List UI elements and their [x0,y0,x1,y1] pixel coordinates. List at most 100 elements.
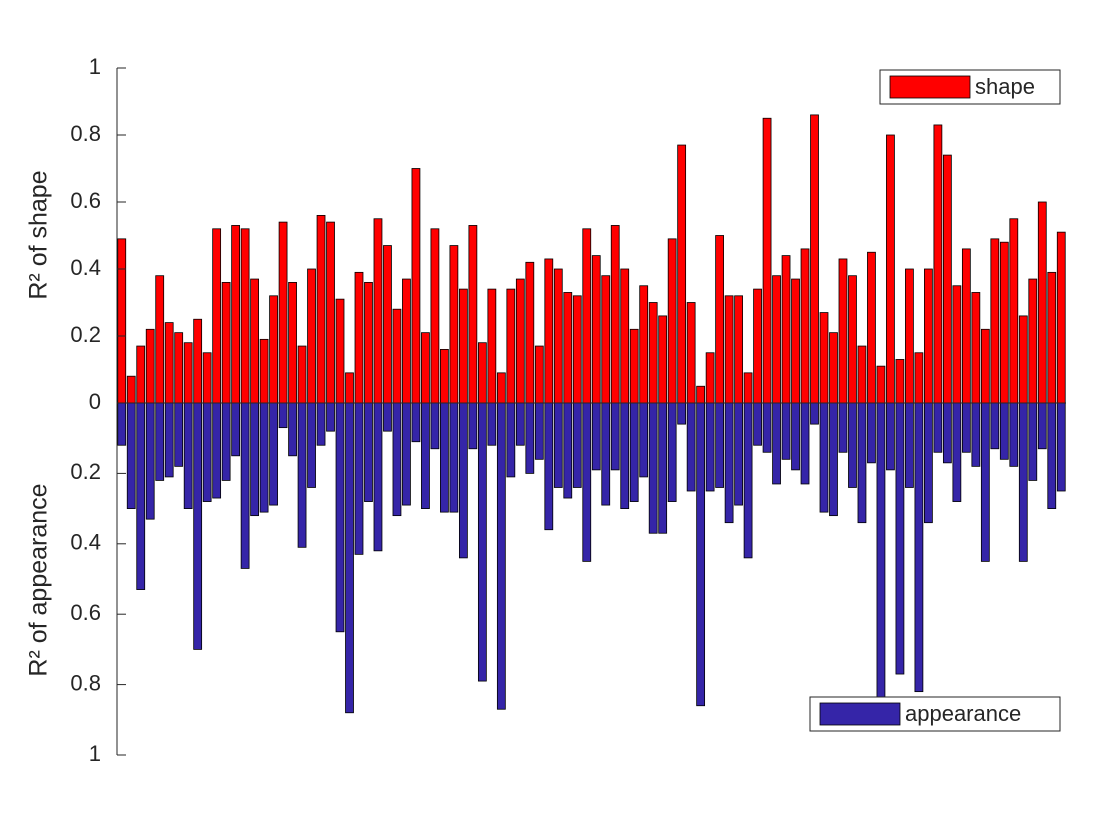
bar [620,402,630,509]
bar [126,402,136,509]
bar [506,288,516,404]
bar [677,144,687,404]
bar [307,402,316,488]
bar [212,402,222,499]
bar [458,288,468,404]
bar [392,402,402,517]
bar [231,402,241,457]
bar [259,402,269,513]
bar [971,292,981,404]
bar [886,134,895,404]
bar [876,365,886,404]
bar [487,402,497,446]
bar [335,298,345,404]
bar [734,295,743,404]
bar [961,402,971,453]
bar [572,295,582,404]
bar [202,352,212,404]
bar [525,402,535,474]
bar [430,228,440,404]
bar [373,218,383,404]
y-tick-label: 0.6 [70,188,101,213]
bar [867,251,876,404]
bar [705,352,715,404]
bar [1056,231,1066,404]
bar [772,402,781,485]
legend-swatch [889,75,971,99]
bar [364,281,373,404]
bar [639,285,649,404]
bar [278,221,288,404]
bar [449,245,459,404]
bar [250,278,259,404]
bar [639,402,649,478]
bar [326,221,335,404]
bar [724,402,734,524]
bar [155,275,165,404]
bar [781,402,791,460]
bar [553,268,563,404]
bar [601,402,611,506]
bar [648,402,658,534]
bar [468,402,478,450]
y2-axis-label: R² of appearance [25,483,53,676]
legend-swatch [819,702,901,726]
bar [487,288,497,404]
bar [696,385,706,404]
bar [1018,315,1028,404]
bar [924,268,933,404]
bar [221,402,231,481]
bar [1028,278,1038,404]
bar [914,402,924,693]
bar [942,402,952,464]
bar [468,225,478,404]
bar [269,402,278,506]
bar [838,258,848,404]
bar [458,402,468,559]
bar [288,402,297,457]
bar [572,402,582,488]
bar [506,402,516,478]
bar [421,332,430,404]
bar [838,402,848,453]
bar [914,352,924,404]
bar [705,402,715,492]
bar [155,402,165,481]
bar [1009,402,1019,467]
bar [848,402,857,488]
bar [117,402,127,446]
bar [905,268,914,404]
bar [895,359,905,404]
bar [183,342,193,404]
bar [601,275,611,404]
bar [942,154,952,404]
bar [772,275,781,404]
bar [477,342,487,404]
bar [563,402,573,499]
bar [126,375,136,404]
bar [364,402,373,502]
y2-tick-label: 0.6 [70,600,101,625]
bar [212,228,222,404]
bar [629,328,639,404]
bar [1028,402,1038,481]
bar [563,292,573,404]
bar [829,332,838,404]
bar [297,345,307,404]
bar [753,402,762,446]
bar [743,372,753,404]
bar [449,402,459,513]
bar [221,281,231,404]
bar [1018,402,1028,562]
bar [411,402,421,443]
bar [1037,201,1047,404]
bar [743,402,753,559]
bar [326,402,335,432]
bar [715,402,725,488]
bar [297,402,307,548]
y-tick-label: 0 [89,389,101,414]
bar [164,402,174,478]
bar [933,402,943,453]
bar [686,302,696,404]
bar [952,402,962,502]
